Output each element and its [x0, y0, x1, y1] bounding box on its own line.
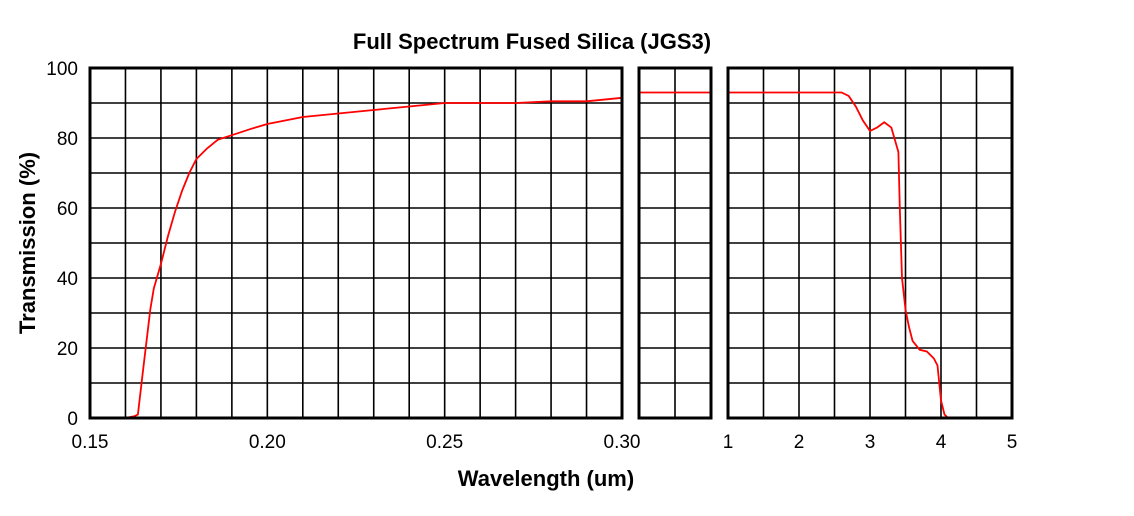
panel-vis: [637, 66, 713, 420]
panel-uv: [88, 66, 624, 420]
transmission-curve-uv: [125, 96, 623, 419]
x-tick-label: 3: [865, 432, 876, 453]
y-tick-label: 40: [57, 269, 78, 290]
x-tick-label: 0.30: [604, 432, 641, 453]
y-tick-label: 60: [57, 199, 78, 220]
y-tick-label: 0: [67, 409, 78, 430]
grid-ir: [728, 68, 1012, 418]
x-tick-label: 0.15: [72, 432, 109, 453]
y-tick-label: 100: [46, 59, 78, 80]
x-tick-label: 4: [936, 432, 947, 453]
frame-ir: [726, 66, 1014, 420]
x-tick-labels: 0.15 0.20 0.25 0.30 1 2 3 4 5: [72, 432, 1018, 453]
transmission-curve-ir: [728, 91, 963, 419]
frame-uv: [88, 66, 624, 420]
y-tick-label: 20: [57, 339, 78, 360]
grid-vis: [639, 68, 711, 418]
grid-uv: [90, 68, 622, 418]
panel-ir: [726, 66, 1014, 420]
frame-vis: [637, 66, 713, 420]
x-tick-label: 5: [1007, 432, 1018, 453]
x-tick-label: 2: [794, 432, 805, 453]
x-tick-label: 1: [723, 432, 734, 453]
x-tick-label: 0.25: [426, 432, 463, 453]
y-tick-label: 80: [57, 129, 78, 150]
x-axis-label: Wavelength (um): [458, 466, 634, 491]
x-tick-label: 0.20: [249, 432, 286, 453]
y-tick-labels: 0 20 40 60 80 100: [46, 59, 78, 430]
y-axis-label: Transmission (%): [15, 152, 40, 334]
chart-title: Full Spectrum Fused Silica (JGS3): [353, 29, 711, 54]
